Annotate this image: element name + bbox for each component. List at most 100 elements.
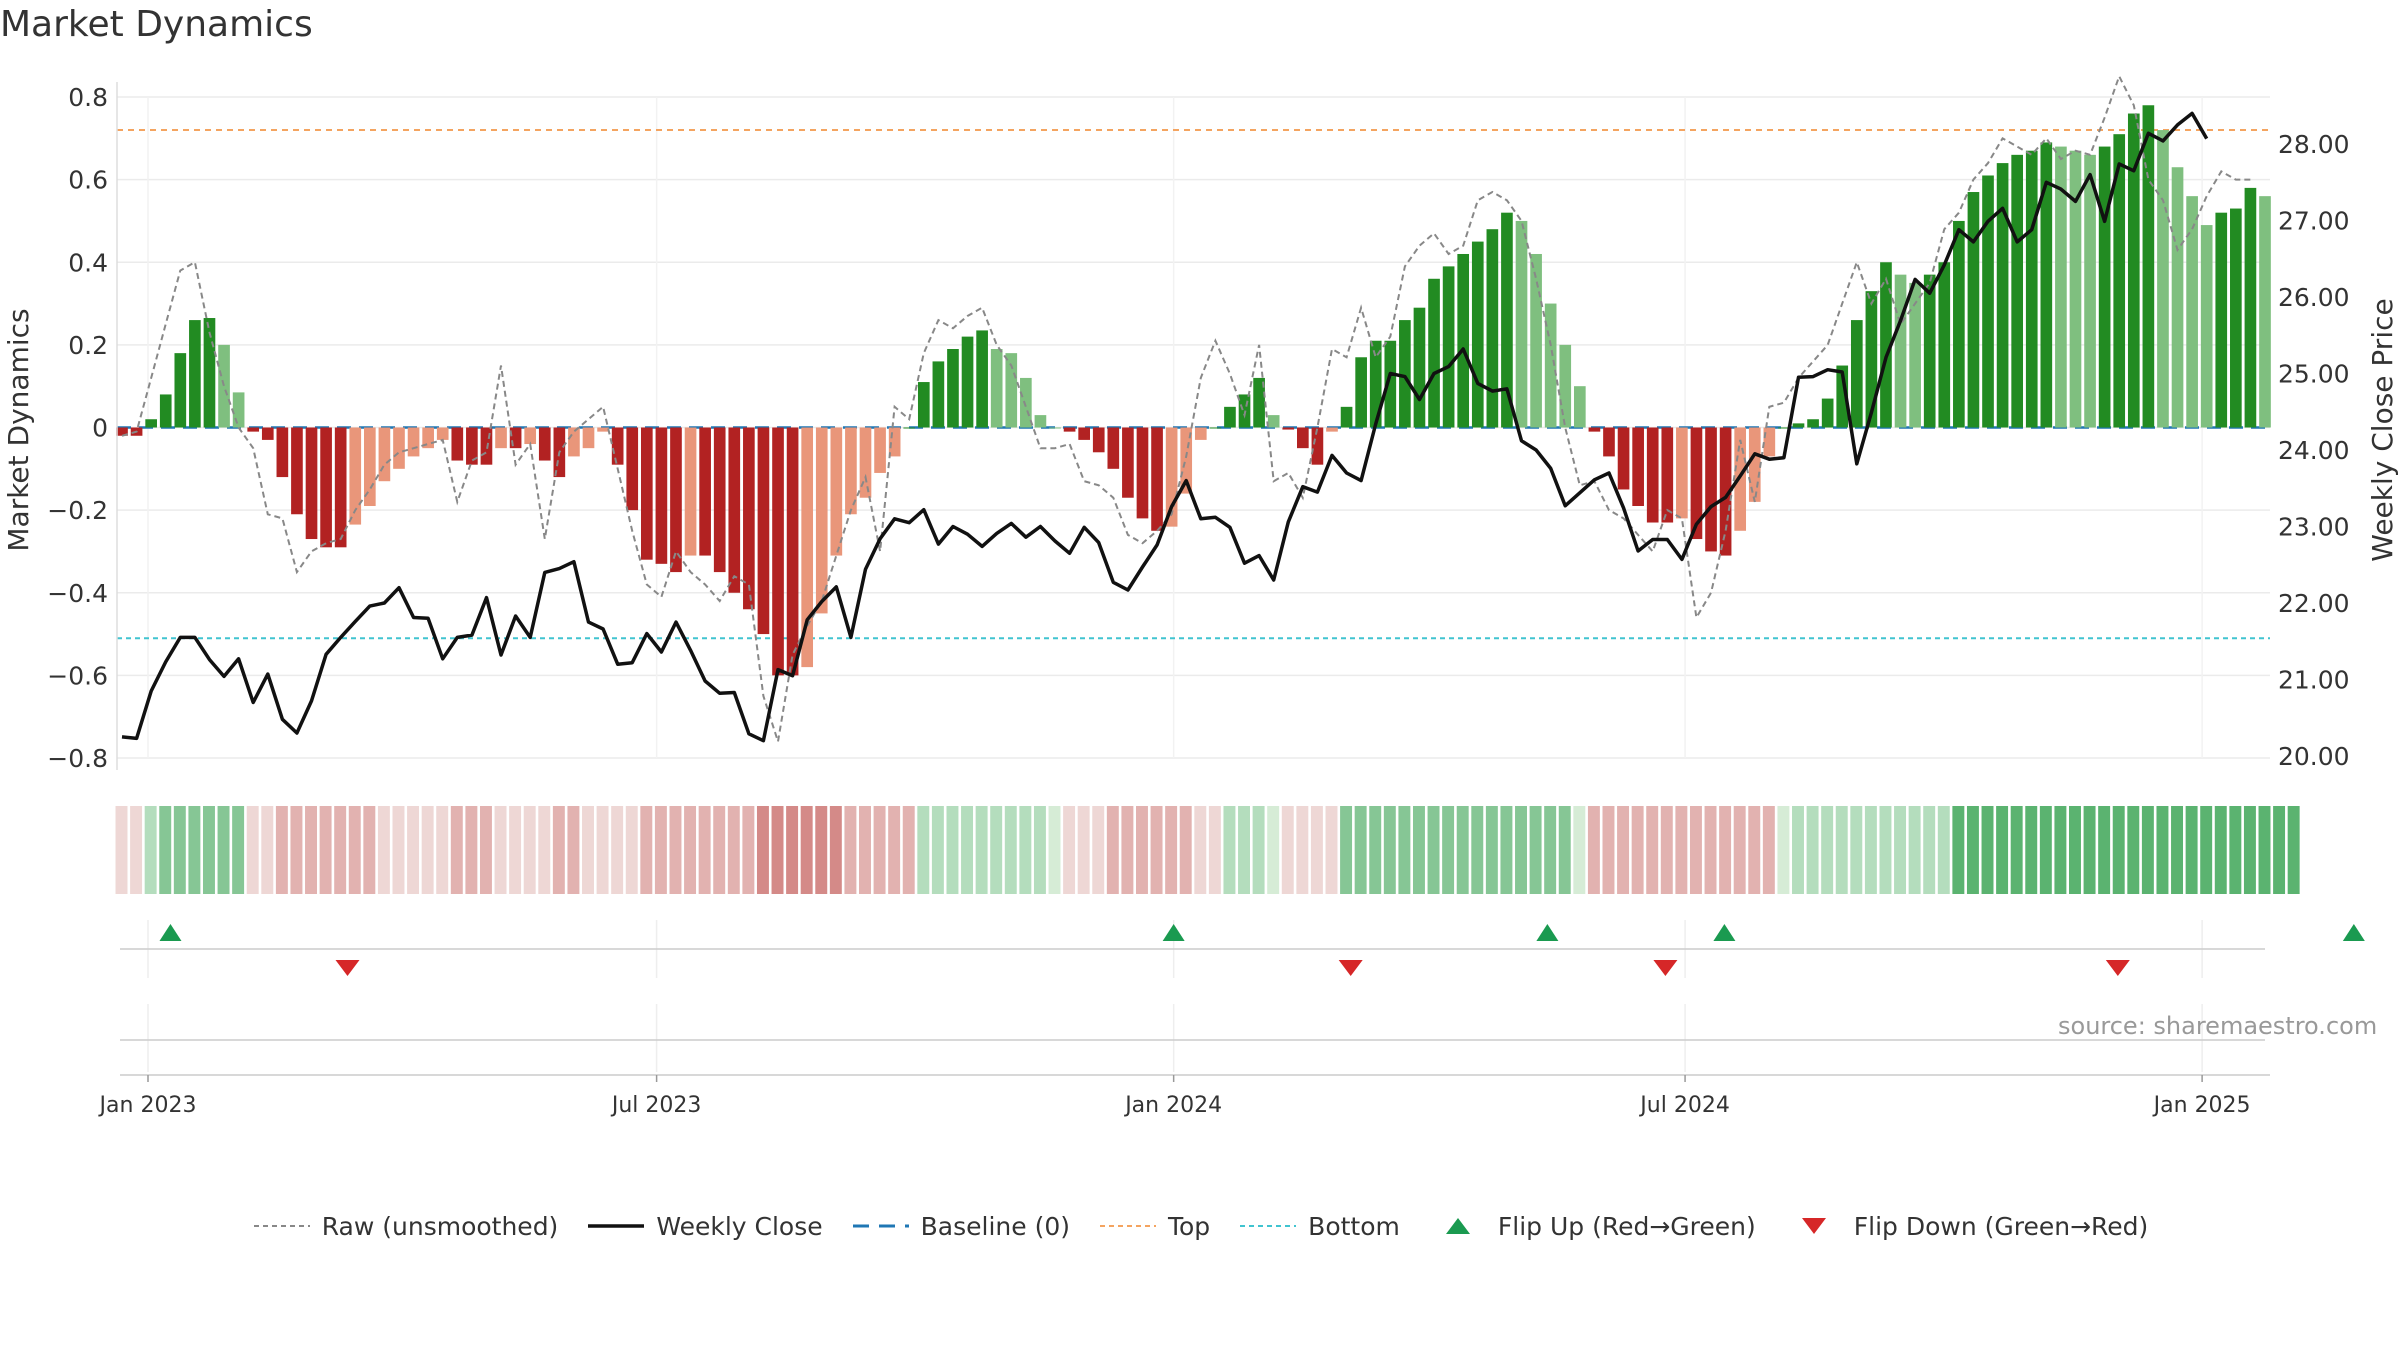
regime-cell [261, 806, 274, 894]
legend-item-flip-down: Flip Down (Green→Red) [1784, 1212, 2148, 1241]
bar [1384, 340, 1397, 428]
regime-cell [1150, 806, 1163, 894]
bar [1413, 307, 1426, 428]
regime-cell [1631, 806, 1644, 894]
regime-cell [1733, 806, 1746, 894]
x-tick-label: Jan 2023 [98, 1093, 197, 1118]
bar [393, 427, 405, 469]
regime-cell [771, 806, 784, 894]
regime-cell [275, 806, 288, 894]
bar [2171, 167, 2184, 428]
regime-cell [1996, 806, 2009, 894]
regime-cell [202, 806, 215, 894]
y-axis-label: Market Dynamics [2, 308, 35, 551]
y2-tick-label: 21.00 [2278, 666, 2350, 695]
legend-item-baseline: Baseline (0) [851, 1212, 1070, 1241]
bar [1544, 303, 1557, 428]
bar [422, 427, 434, 449]
regime-cell [2039, 806, 2052, 894]
bar [203, 318, 216, 428]
bar [334, 427, 347, 548]
bar [2011, 154, 2024, 428]
regime-cell [1821, 806, 1834, 894]
bar [1355, 357, 1367, 428]
regime-cell [1675, 806, 1688, 894]
bar [903, 427, 916, 429]
y2-tick-label: 22.00 [2278, 589, 2350, 618]
bar [1282, 427, 1295, 430]
regime-cell [902, 806, 915, 894]
bar [1850, 320, 1863, 428]
bar [597, 427, 609, 432]
bar [1151, 427, 1163, 531]
regime-cell [523, 806, 536, 894]
regime-cell [1369, 806, 1382, 894]
bar [1588, 427, 1601, 432]
close-legend-symbol [588, 1224, 645, 1228]
bar [1063, 427, 1076, 432]
flip-down-marker [1338, 960, 1363, 976]
regime-cell [1412, 806, 1425, 894]
y-tick-label: 0 [92, 414, 108, 443]
bar [772, 427, 784, 676]
regime-cell [1442, 806, 1455, 894]
bar [466, 427, 478, 465]
regime-cell [625, 806, 638, 894]
bar [218, 344, 230, 428]
bar [1996, 163, 2009, 428]
bar [407, 427, 420, 457]
regime-cell [654, 806, 667, 894]
bar [845, 427, 857, 515]
regime-cell [2141, 806, 2154, 894]
bar [917, 382, 930, 428]
bar [1705, 427, 1717, 552]
regime-cell [1762, 806, 1775, 894]
regime-cell [1981, 806, 1994, 894]
bar [174, 353, 187, 428]
bar [1209, 427, 1222, 429]
regime-cell [756, 806, 769, 894]
y-tick-label: −0.6 [47, 661, 108, 690]
bar [757, 427, 770, 635]
regime-cell [1252, 806, 1265, 894]
bar [1909, 282, 1921, 428]
bar [1646, 427, 1659, 523]
bar [1982, 175, 1994, 428]
regime-cell [1777, 806, 1790, 894]
regime-cell [246, 806, 259, 894]
regime-cell [1165, 806, 1178, 894]
top-legend-symbol [1099, 1225, 1156, 1227]
bar [538, 427, 551, 461]
bar [524, 427, 537, 445]
bar [1136, 427, 1149, 519]
regime-cell [1719, 806, 1732, 894]
bar [1049, 427, 1061, 429]
legend-item-top: Top [1098, 1212, 1210, 1241]
legend-item-bottom: Bottom [1238, 1212, 1400, 1241]
regime-cell [596, 806, 609, 894]
bar [1428, 278, 1440, 428]
regime-cell [1310, 806, 1323, 894]
regime-cell [188, 806, 201, 894]
bar [1471, 241, 1484, 428]
bar [1501, 212, 1513, 428]
bar [2244, 187, 2257, 428]
bar [247, 427, 260, 432]
bar [1953, 220, 1965, 428]
bars-layer [116, 105, 2271, 676]
bar [1603, 427, 1615, 457]
regime-cell [2171, 806, 2184, 894]
regime-cell [1806, 806, 1819, 894]
regime-cell [640, 806, 653, 894]
bar [1617, 427, 1630, 490]
bar [1122, 427, 1134, 498]
bar [786, 427, 799, 676]
bar [1676, 427, 1688, 519]
bar [159, 394, 172, 428]
regime-cell [290, 806, 303, 894]
regime-cell [1267, 806, 1280, 894]
regime-cell [407, 806, 420, 894]
bar [232, 392, 245, 428]
y-tick-label: 0.6 [68, 166, 108, 195]
regime-cell [1937, 806, 1950, 894]
